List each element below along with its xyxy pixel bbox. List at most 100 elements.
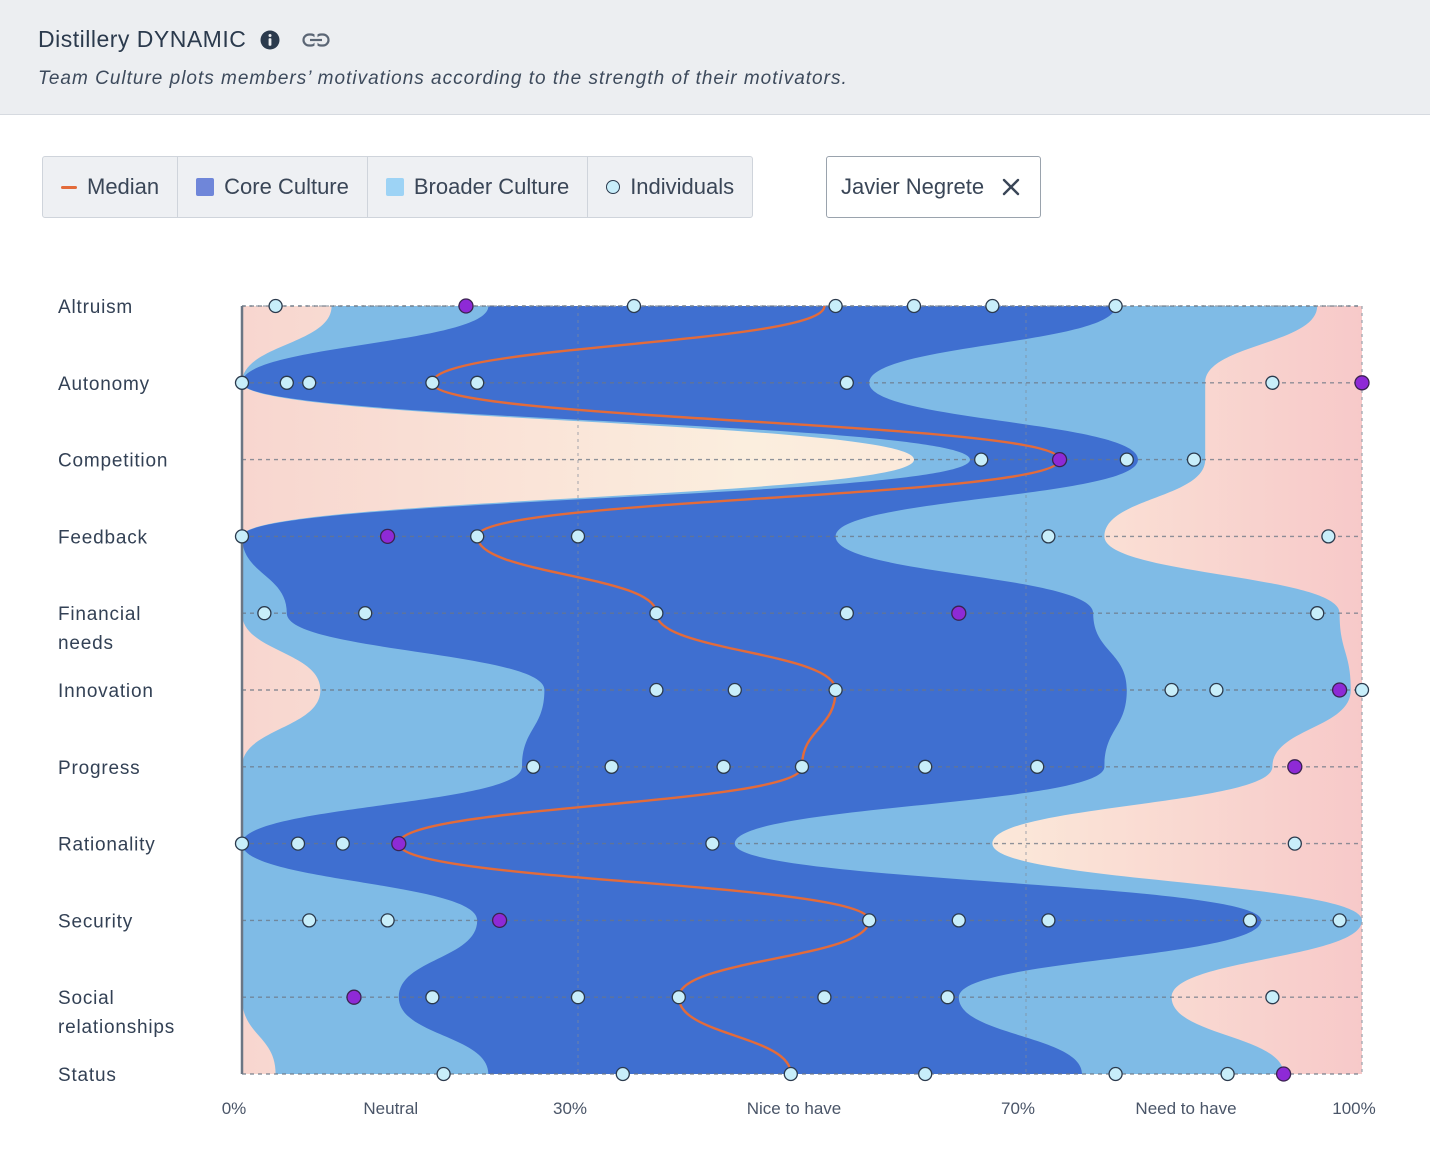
- core-culture-layer: [242, 306, 1262, 1074]
- legend-core-culture[interactable]: Core Culture: [178, 157, 368, 217]
- selected-person-point: [458, 298, 474, 314]
- individual-point: [918, 1066, 933, 1082]
- individual-point: [234, 836, 250, 851]
- selected-person-point: [1275, 1066, 1292, 1082]
- link-icon[interactable]: [302, 32, 330, 48]
- individual-point: [985, 298, 1000, 314]
- category-label-line: Progress: [58, 758, 140, 779]
- individual-point: [828, 298, 843, 314]
- x-tick-label: 100%: [1332, 1099, 1375, 1118]
- chart-header: Distillery DYNAMIC Team Culture plots me…: [0, 0, 1430, 115]
- individual-point: [604, 759, 619, 774]
- individual-point: [425, 990, 440, 1005]
- individual-point: [425, 375, 440, 390]
- individual-point: [1265, 990, 1280, 1005]
- category-label-line: Autonomy: [58, 374, 150, 395]
- category-label: Financial needs: [58, 604, 141, 654]
- points-layer: [234, 298, 1370, 1082]
- individual-point: [828, 682, 843, 698]
- individual-point: [234, 375, 250, 390]
- title-row: Distillery DYNAMIC: [38, 26, 330, 53]
- category-label-line: Social: [58, 988, 115, 1009]
- category-label: Innovation: [58, 681, 154, 702]
- individual-point: [974, 452, 989, 467]
- selected-person-chip[interactable]: Javier Negrete: [826, 156, 1041, 218]
- close-icon[interactable]: [1002, 178, 1020, 196]
- individual-point: [906, 298, 922, 314]
- individual-point: [1209, 682, 1224, 698]
- individual-point: [1242, 913, 1258, 928]
- x-tick-label: Need to have: [1135, 1099, 1236, 1118]
- individual-point: [526, 759, 541, 774]
- legend-broader-culture[interactable]: Broader Culture: [368, 157, 589, 217]
- category-label: Autonomy: [58, 374, 150, 395]
- legend-median-label: Median: [87, 174, 160, 199]
- individual-point: [570, 529, 586, 544]
- selected-person-point: [1354, 375, 1370, 391]
- individual-point: [794, 759, 810, 774]
- individual-point: [290, 836, 306, 851]
- legend-core-label: Core Culture: [224, 174, 349, 199]
- selected-person-point: [491, 912, 508, 929]
- individual-point: [839, 375, 854, 390]
- legend-individuals[interactable]: Individuals: [588, 157, 752, 217]
- broader-culture-swatch: [385, 178, 404, 196]
- category-label-line: Innovation: [58, 681, 154, 702]
- category-label: Progress: [58, 758, 140, 779]
- individual-point: [727, 682, 742, 698]
- individual-point: [839, 606, 854, 621]
- individuals-swatch: [606, 180, 621, 194]
- individual-point: [470, 529, 485, 544]
- selected-person-point: [391, 835, 407, 852]
- median-swatch: [61, 185, 77, 189]
- individual-point: [1108, 298, 1123, 314]
- individual-point: [302, 375, 317, 390]
- selected-person-point: [379, 528, 396, 545]
- legend-median[interactable]: Median: [43, 157, 179, 217]
- individual-point: [918, 759, 933, 774]
- category-label: Feedback: [58, 527, 148, 548]
- individual-point: [626, 298, 642, 314]
- individual-point: [1041, 529, 1056, 544]
- info-icon[interactable]: [260, 30, 280, 50]
- selected-person-point: [1287, 759, 1303, 775]
- individual-point: [940, 990, 955, 1005]
- category-label: Security: [58, 911, 133, 932]
- individual-point: [470, 375, 485, 390]
- individual-point: [716, 759, 731, 774]
- x-tick-label: 30%: [553, 1099, 587, 1118]
- core-culture-band: [242, 306, 1262, 1074]
- category-label: Competition: [58, 451, 168, 472]
- selected-person-point: [1331, 682, 1348, 698]
- selected-person-point: [346, 989, 362, 1005]
- category-label-line: needs: [58, 633, 114, 654]
- individual-point: [649, 682, 664, 698]
- selected-person-point: [951, 605, 967, 621]
- individual-point: [268, 298, 283, 314]
- individual-point: [1354, 682, 1370, 698]
- category-label-line: Competition: [58, 451, 168, 472]
- category-label-line: Feedback: [58, 527, 148, 548]
- individual-point: [1119, 452, 1134, 467]
- selected-person-name: Javier Negrete: [841, 174, 985, 199]
- category-label-line: Security: [58, 911, 133, 932]
- individual-point: [1265, 375, 1280, 390]
- individual-point: [1321, 529, 1336, 544]
- individual-point: [817, 990, 832, 1005]
- individual-point: [1287, 836, 1302, 851]
- individual-point: [705, 836, 720, 851]
- category-label-line: Status: [58, 1065, 117, 1086]
- individual-point: [257, 606, 272, 621]
- individual-point: [1164, 682, 1179, 698]
- individual-point: [234, 529, 250, 544]
- individual-point: [358, 606, 373, 621]
- individual-point: [1108, 1066, 1123, 1082]
- individual-point: [1041, 913, 1056, 928]
- category-label: Social relationships: [58, 988, 175, 1038]
- x-tick-label: 0%: [222, 1099, 247, 1118]
- individual-point: [862, 913, 877, 928]
- individual-point: [1332, 913, 1347, 928]
- individual-point: [570, 990, 586, 1005]
- individual-point: [1310, 606, 1325, 621]
